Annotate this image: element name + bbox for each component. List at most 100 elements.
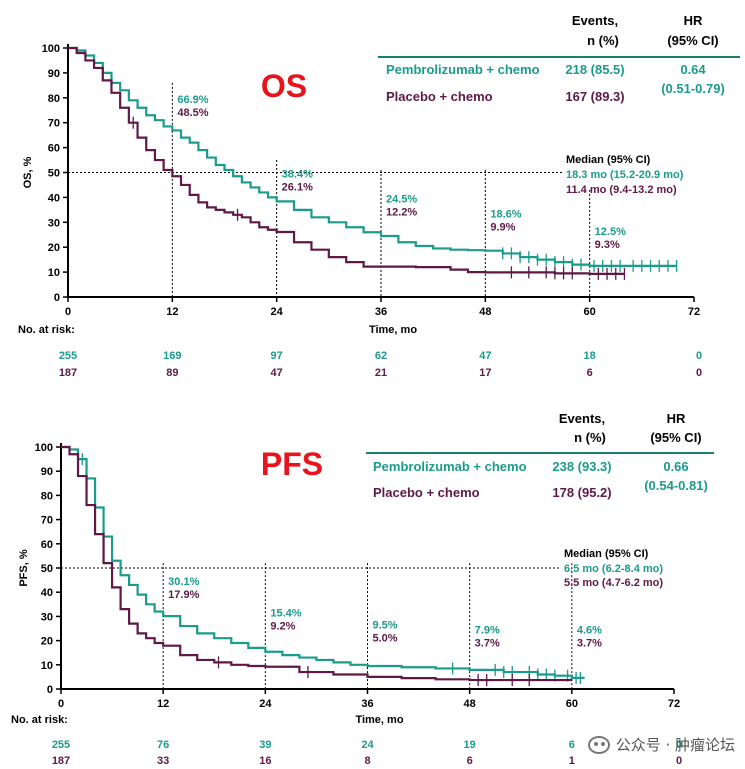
pfs-risk-pembro: 0 — [676, 739, 682, 751]
os-landmark-placebo-60: 9.3% — [595, 239, 620, 251]
pfs-risk-placebo: 187 — [52, 755, 70, 767]
os-y-tick-label: 80 — [48, 93, 60, 105]
pfs-y-tick-label: 100 — [35, 442, 53, 454]
pfs-y-tick-label: 60 — [41, 539, 53, 551]
os-risk-placebo: 0 — [696, 367, 702, 379]
pfs-risk-pembro: 19 — [464, 739, 476, 751]
os-y-axis-label: OS, % — [22, 156, 34, 188]
pfs-title: PFS — [261, 446, 323, 482]
os-legend-header-hr-sub: (95% CI) — [667, 33, 718, 48]
os-risk-placebo: 21 — [375, 367, 387, 379]
os-y-tick-label: 30 — [48, 217, 60, 229]
pfs-risk-pembro: 76 — [157, 739, 169, 751]
os-legend-header-events-sub: n (%) — [587, 33, 619, 48]
pfs-landmark-placebo-60: 3.7% — [577, 637, 602, 649]
pfs-landmark-placebo-48: 3.7% — [475, 637, 500, 649]
pfs-risk-pembro: 24 — [361, 739, 374, 751]
pfs-y-tick-label: 20 — [41, 636, 53, 648]
os-landmark-pembro-24: 38.4% — [282, 168, 313, 180]
os-curve-pembro — [68, 46, 677, 267]
os-risk-pembro: 47 — [479, 350, 491, 362]
os-risk-placebo: 6 — [587, 367, 593, 379]
os-x-tick-label: 24 — [271, 306, 284, 318]
os-landmark-placebo-24: 26.1% — [282, 181, 313, 193]
pfs-y-tick-label: 70 — [41, 515, 53, 527]
os-risk-placebo: 47 — [271, 367, 283, 379]
pfs-y-axis-label: PFS, % — [18, 549, 30, 587]
os-risk-placebo: 17 — [479, 367, 491, 379]
pfs-legend-header-hr: HR — [667, 411, 686, 426]
os-y-tick-label: 100 — [42, 43, 60, 55]
pfs-legend-events-pembro: 238 (93.3) — [552, 459, 611, 474]
os-x-axis-label: Time, mo — [369, 324, 417, 336]
os-landmark-placebo-12: 48.5% — [177, 107, 208, 119]
os-x-tick-label: 72 — [688, 306, 700, 318]
pfs-y-tick-label: 80 — [41, 490, 53, 502]
pfs-landmark-pembro-60: 4.6% — [577, 624, 602, 636]
pfs-landmark-placebo-36: 5.0% — [373, 633, 398, 645]
os-y-tick-label: 70 — [48, 118, 60, 130]
os-legend-events-pembro: 218 (85.5) — [565, 62, 624, 77]
pfs-risk-placebo: 1 — [569, 755, 575, 767]
pfs-median-pembro: 6.5 mo (6.2-8.4 mo) — [564, 563, 663, 575]
pfs-risk-placebo: 6 — [467, 755, 473, 767]
pfs-landmark-pembro-12: 30.1% — [168, 576, 199, 588]
pfs-legend-name-placebo: Placebo + chemo — [373, 485, 480, 500]
pfs-y-tick-label: 10 — [41, 660, 53, 672]
pfs-median-header: Median (95% CI) — [564, 548, 649, 560]
os-landmark-placebo-36: 12.2% — [386, 206, 417, 218]
os-risk-pembro: 255 — [59, 350, 77, 362]
pfs-legend-header-events: Events, — [559, 411, 605, 426]
pfs-y-tick-label: 50 — [41, 563, 53, 575]
pfs-landmark-pembro-24: 15.4% — [270, 607, 301, 619]
os-y-tick-label: 10 — [48, 267, 60, 279]
pfs-legend-events-placebo: 178 (95.2) — [552, 485, 611, 500]
pfs-landmark-placebo-24: 9.2% — [270, 620, 295, 632]
watermark-text: 公众号 · 肿瘤论坛 — [615, 736, 735, 754]
os-legend-hr-value: 0.64 — [680, 62, 706, 77]
os-x-tick-label: 36 — [375, 306, 387, 318]
pfs-legend-hr-value: 0.66 — [663, 459, 688, 474]
pfs-x-tick-label: 72 — [668, 698, 680, 710]
os-landmark-pembro-60: 12.5% — [595, 226, 626, 238]
os-median-placebo: 11.4 mo (9.4-13.2 mo) — [566, 184, 677, 196]
os-landmark-pembro-48: 18.6% — [490, 208, 521, 220]
pfs-y-tick-label: 0 — [47, 684, 53, 696]
pfs-x-tick-label: 0 — [58, 698, 64, 710]
pfs-x-tick-label: 24 — [259, 698, 272, 710]
os-y-tick-label: 0 — [54, 292, 60, 304]
os-legend-name-placebo: Placebo + chemo — [386, 89, 493, 104]
pfs-y-tick-label: 40 — [41, 587, 53, 599]
os-x-tick-label: 48 — [479, 306, 491, 318]
os-risk-pembro: 169 — [163, 350, 181, 362]
pfs-median-placebo: 5.5 mo (4.7-6.2 mo) — [564, 577, 663, 589]
os-landmark-placebo-48: 9.9% — [490, 221, 515, 233]
pfs-legend-header-events-sub: n (%) — [574, 430, 606, 445]
pfs-landmark-pembro-36: 9.5% — [373, 620, 398, 632]
pfs-curve-placebo — [61, 445, 572, 682]
pfs-legend-name-pembro: Pembrolizumab + chemo — [373, 459, 527, 474]
os-legend-header-events: Events, — [572, 13, 618, 28]
os-y-tick-label: 50 — [48, 168, 60, 180]
wechat-icon — [587, 735, 610, 754]
pfs-x-tick-label: 12 — [157, 698, 169, 710]
os-risk-pembro: 0 — [696, 350, 702, 362]
os-y-tick-label: 40 — [48, 192, 60, 204]
os-legend-header-hr: HR — [684, 13, 703, 28]
os-y-tick-label: 90 — [48, 68, 60, 80]
pfs-x-tick-label: 48 — [464, 698, 476, 710]
os-risk-placebo: 187 — [59, 367, 77, 379]
os-x-tick-label: 0 — [65, 306, 71, 318]
os-risk-label: No. at risk: — [18, 324, 75, 336]
pfs-risk-placebo: 33 — [157, 755, 169, 767]
os-risk-placebo: 89 — [166, 367, 178, 379]
os-curve-placebo — [68, 46, 625, 275]
pfs-risk-pembro: 255 — [52, 739, 70, 751]
pfs-y-tick-label: 90 — [41, 466, 53, 478]
os-legend-events-placebo: 167 (89.3) — [565, 89, 624, 104]
os-landmark-pembro-36: 24.5% — [386, 193, 417, 205]
os-risk-pembro: 97 — [271, 350, 283, 362]
